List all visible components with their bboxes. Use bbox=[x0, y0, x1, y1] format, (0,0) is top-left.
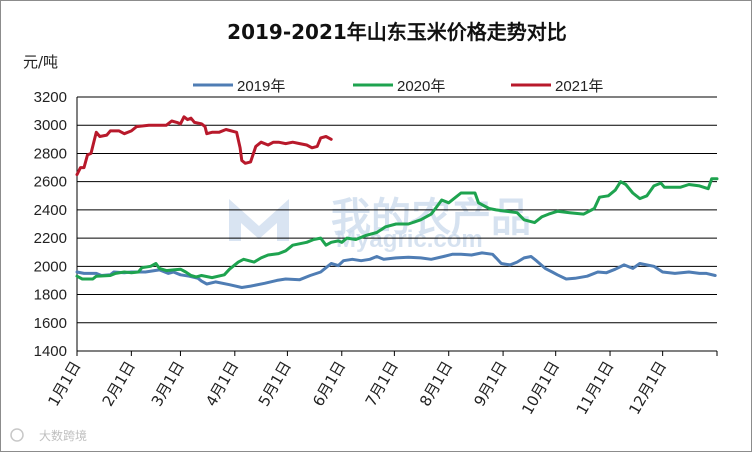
y-axis-unit: 元/吨 bbox=[23, 53, 58, 71]
gridlines bbox=[77, 96, 717, 324]
x-tick-label: 5月1日 bbox=[255, 358, 295, 410]
legend: 2019年 2020年 2021年 bbox=[193, 78, 603, 95]
x-tick-label: 7月1日 bbox=[362, 358, 402, 410]
x-tick-label: 10月1日 bbox=[518, 358, 563, 418]
x-tick-label: 9月1日 bbox=[470, 358, 510, 410]
y-tick-label: 1800 bbox=[34, 287, 67, 304]
x-tick-label: 2月1日 bbox=[99, 358, 139, 410]
footer-logo-icon bbox=[10, 428, 24, 442]
x-tick-label: 1月1日 bbox=[44, 358, 84, 410]
y-tick-label: 2800 bbox=[34, 145, 67, 162]
watermark-logo-icon bbox=[229, 199, 289, 241]
y-tick-label: 2000 bbox=[34, 258, 67, 275]
x-tick-label: 11月1日 bbox=[573, 358, 618, 418]
y-tick-label: 2400 bbox=[34, 202, 67, 219]
x-tick-label: 12月1日 bbox=[625, 358, 670, 418]
footer-brand-text: 大数跨境 bbox=[39, 428, 87, 443]
footer-brand: 大数跨境 bbox=[10, 428, 87, 443]
watermark: 我的农产品 Myagric.com bbox=[229, 195, 531, 253]
series-lines bbox=[75, 115, 719, 289]
chart-title: 2019-2021年山东玉米价格走势对比 bbox=[227, 20, 567, 44]
legend-label-2019: 2019年 bbox=[237, 78, 285, 95]
y-tick-label: 1600 bbox=[34, 315, 67, 332]
x-tick-label: 6月1日 bbox=[309, 358, 349, 410]
legend-item-2021: 2021年 bbox=[511, 78, 603, 95]
x-tick-label: 4月1日 bbox=[202, 358, 242, 410]
x-tick-label: 8月1日 bbox=[416, 358, 456, 410]
watermark-text: 我的农产品 bbox=[331, 195, 531, 241]
x-tick-label: 3月1日 bbox=[148, 358, 188, 410]
legend-item-2019: 2019年 bbox=[193, 78, 285, 95]
y-tick-label: 3000 bbox=[34, 117, 67, 134]
y-tick-label: 1400 bbox=[34, 343, 67, 360]
legend-label-2021: 2021年 bbox=[555, 78, 603, 95]
y-tick-label: 2600 bbox=[34, 174, 67, 191]
y-tick-label: 2200 bbox=[34, 230, 67, 247]
y-axis-ticks: 1400 1600 1800 2000 2200 2400 2600 2800 3000 3200 bbox=[34, 89, 67, 360]
legend-item-2020: 2020年 bbox=[353, 78, 445, 95]
watermark-url: Myagric.com bbox=[336, 226, 483, 253]
legend-label-2020: 2020年 bbox=[397, 78, 445, 95]
series-line-1 bbox=[75, 177, 719, 281]
series-line-2 bbox=[75, 115, 333, 177]
y-tick-label: 3200 bbox=[34, 89, 67, 106]
series-line-0 bbox=[75, 251, 717, 289]
